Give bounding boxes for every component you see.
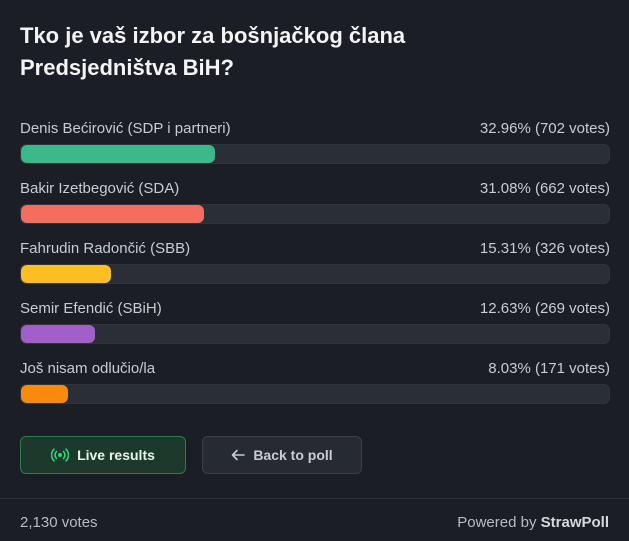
powered-by-prefix: Powered by bbox=[457, 514, 537, 531]
result-option: Semir Efendić (SBiH) 12.63% (269 votes) bbox=[20, 298, 610, 358]
result-option: Bakir Izetbegović (SDA) 31.08% (662 vote… bbox=[20, 178, 610, 238]
result-option: Fahrudin Radončić (SBB) 15.31% (326 vote… bbox=[20, 238, 610, 298]
result-bar-fill bbox=[21, 385, 69, 403]
poll-title-line2: Predsjedništva BiH? bbox=[20, 55, 234, 80]
powered-by[interactable]: Powered by StrawPoll bbox=[457, 514, 609, 531]
live-results-button[interactable]: Live results bbox=[20, 436, 186, 474]
option-stats: 8.03% (171 votes) bbox=[488, 359, 610, 377]
result-bar-track bbox=[20, 144, 610, 164]
arrow-left-icon bbox=[231, 449, 246, 461]
option-stats: 15.31% (326 votes) bbox=[479, 239, 610, 257]
option-stats: 32.96% (702 votes) bbox=[479, 119, 610, 137]
total-votes: 2,130 votes bbox=[20, 514, 98, 531]
option-label: Semir Efendić (SBiH) bbox=[20, 299, 162, 317]
option-stats: 12.63% (269 votes) bbox=[479, 299, 610, 317]
back-to-poll-button[interactable]: Back to poll bbox=[202, 436, 362, 474]
result-bar-track bbox=[20, 324, 610, 344]
result-bar-track bbox=[20, 384, 610, 404]
result-option: Denis Bećirović (SDP i partneri) 32.96% … bbox=[20, 118, 610, 178]
result-bar-fill bbox=[21, 265, 112, 283]
live-results-label: Live results bbox=[77, 447, 155, 463]
option-label: Denis Bećirović (SDP i partneri) bbox=[20, 119, 231, 137]
strawpoll-brand: StrawPoll bbox=[540, 514, 609, 531]
result-bar-track bbox=[20, 204, 610, 224]
option-label: Bakir Izetbegović (SDA) bbox=[20, 179, 180, 197]
poll-title-line1: Tko je vaš izbor za bošnjačkog člana bbox=[20, 23, 406, 48]
option-label: Fahrudin Radončić (SBB) bbox=[20, 239, 191, 257]
result-option: Još nisam odlučio/la 8.03% (171 votes) bbox=[20, 358, 610, 418]
footer-divider bbox=[0, 498, 629, 499]
results-list: Denis Bećirović (SDP i partneri) 32.96% … bbox=[20, 118, 610, 418]
poll-title: Tko je vaš izbor za bošnjačkog člana Pre… bbox=[20, 20, 610, 84]
back-to-poll-label: Back to poll bbox=[253, 447, 333, 463]
option-stats: 31.08% (662 votes) bbox=[479, 179, 610, 197]
result-bar-fill bbox=[21, 145, 215, 163]
action-buttons: Live results Back to poll bbox=[20, 436, 362, 474]
result-bar-track bbox=[20, 264, 610, 284]
result-bar-fill bbox=[21, 325, 96, 343]
option-label: Još nisam odlučio/la bbox=[20, 359, 156, 377]
broadcast-icon bbox=[51, 448, 70, 462]
result-bar-fill bbox=[21, 205, 204, 223]
